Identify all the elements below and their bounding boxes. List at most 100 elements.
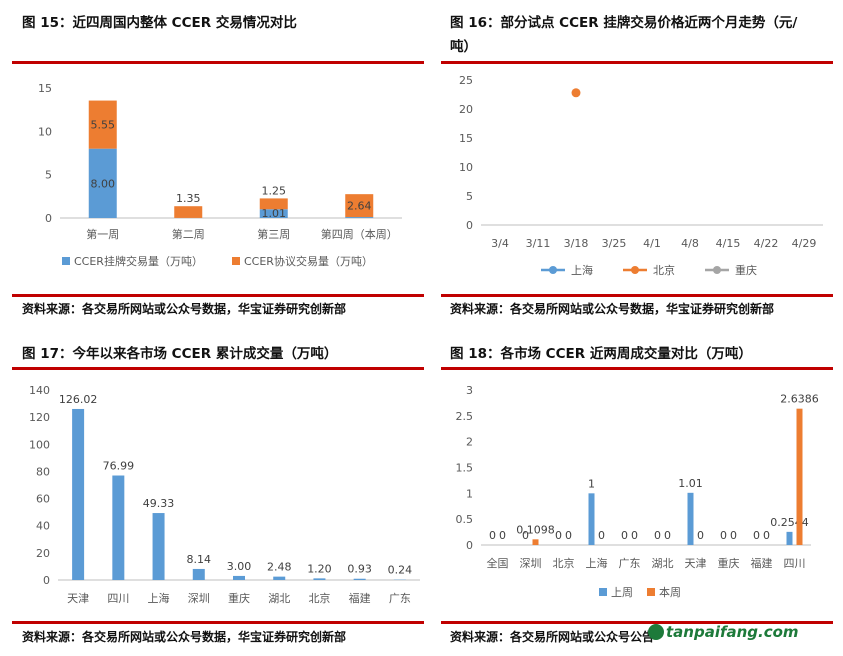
fig16-xtick-label: 4/8 [681,237,699,250]
fig18-category-label: 福建 [751,556,773,570]
fig17-ytick-label: 120 [29,411,50,424]
fig18-category-label: 深圳 [520,557,542,570]
fig16-xtick-label: 4/1 [643,237,661,250]
fig15-bar-agreement [345,194,374,218]
fig17-ytick-label: 20 [36,547,50,560]
fig18-category-label: 上海 [586,556,608,570]
fig15-ytick-label: 10 [38,125,52,138]
fig15-ytick-label: 15 [38,82,52,95]
fig18-data-label: 0 [720,529,727,542]
fig16-legend-marker-1 [631,266,639,274]
fig17-category-label: 天津 [67,592,89,605]
fig18-data-label: 2.6386 [780,393,819,406]
fig18-bottom-rule [441,621,833,624]
fig16-xtick-label: 4/22 [754,237,779,250]
fig17-category-label: 深圳 [188,592,210,605]
fig18-category-label: 湖北 [652,557,674,570]
fig16-legend-label: 上海 [571,263,593,277]
fig17-category-label: 湖北 [268,592,290,605]
fig18-data-label: 1 [588,477,595,490]
fig18-data-label: 0 [555,529,562,542]
fig17-data-label: 49.33 [143,497,175,510]
fig15-category-label: 第三周 [257,227,290,241]
fig17-chart: 0 20 40 60 80 100 120 140 126.02 天津 76.99 四川 49.33 上海… [29,384,420,605]
fig15-legend-label: CCER挂牌交易量（万吨） [74,254,203,268]
fig15-bar-agreement [259,198,288,210]
fig17-category-label: 北京 [308,591,330,605]
fig15-bar-listed [88,148,117,218]
fig18-ytick-label: 1 [466,487,473,500]
fig18-ytick-label: 2.5 [456,410,474,423]
fig15-bar-agreement [88,100,117,149]
fig18-source: 资料来源：各交易所网站或公众号公告 [450,630,655,644]
fig18-data-label: 0 [621,529,628,542]
fig15-data-label: 1.01 [262,207,287,220]
fig18-top-rule [441,367,833,370]
fig15-top-rule [12,61,424,64]
fig17-category-label: 广东 [389,592,411,605]
fig16-ytick-label: 10 [459,161,473,174]
fig18-ytick-label: 3 [466,384,473,397]
fig18-ytick-label: 2 [466,436,473,449]
fig17-ytick-label: 0 [43,574,50,587]
fig18-bar-this-week [532,539,539,545]
fig16-ytick-label: 15 [459,132,473,145]
fig17-ytick-label: 100 [29,438,50,451]
fig17-bar [152,513,165,580]
fig16-source: 资料来源：各交易所网站或公众号数据，华宝证券研究创新部 [450,302,775,316]
fig16-legend-marker-2 [713,266,721,274]
fig17-bar [192,568,205,580]
fig18-data-label: 0 [565,529,572,542]
fig18-category-label: 四川 [784,557,806,570]
fig17-category-label: 上海 [148,591,170,605]
watermark-text: tanpaifang.com [666,623,799,641]
fig17-bar [72,408,85,580]
fig16-xtick-label: 3/18 [564,237,589,250]
fig17-ytick-label: 140 [29,384,50,397]
fig15-title: 图 15：近四周国内整体 CCER 交易情况对比 [22,15,297,31]
fig17-data-label: 3.00 [227,560,252,573]
fig17-source: 资料来源：各交易所网站或公众号数据，华宝证券研究创新部 [22,630,347,644]
fig15-ytick-label: 0 [45,212,52,225]
fig18-title: 图 18：各市场 CCER 近两周成交量对比（万吨） [450,346,752,362]
fig17-ytick-label: 40 [36,520,50,533]
fig15-category-label: 第二周 [172,227,205,241]
fig17-data-label: 126.02 [59,393,98,406]
fig16-bottom-rule [441,294,833,297]
fig17-category-label: 重庆 [228,591,250,605]
fig17-data-label: 8.14 [187,553,212,566]
fig18-legend-swatch-1 [647,588,655,596]
fig18-category-label: 重庆 [718,556,740,570]
fig18-data-label: 0 [763,529,770,542]
fig16-ytick-label: 25 [459,74,473,87]
fig18-data-label: 0 [499,529,506,542]
watermark-logo-icon [648,624,664,640]
fig16-ytick-label: 0 [466,219,473,232]
fig18-category-label: 全国 [487,556,509,570]
fig16-title-line1: 图 16：部分试点 CCER 挂牌交易价格近两个月走势（元/ [450,15,798,31]
fig18-data-label: 0 [730,529,737,542]
fig17-bar [112,475,125,580]
fig15-legend-swatch-1 [232,257,240,265]
fig18-bar-last-week [687,492,694,545]
fig17-title: 图 17：今年以来各市场 CCER 累计成交量（万吨） [22,346,338,362]
fig17-bar [233,575,245,580]
fig15-legend-swatch-0 [62,257,70,265]
fig16-ytick-label: 20 [459,103,473,116]
fig16-xtick-label: 4/15 [716,237,741,250]
fig16-xtick-label: 3/11 [526,237,551,250]
fig18-data-label: 0 [489,529,496,542]
fig18-ytick-label: 1.5 [456,462,474,475]
fig18-data-label: 0 [654,529,661,542]
fig15-data-label: 1.25 [262,184,287,197]
fig16-chart: 0 5 10 15 20 25 3/4 3/11 3/18 3/25 4/1 4/8 4/15 4/22 4… [459,74,823,277]
panel-fig15: 图 15：近四周国内整体 CCER 交易情况对比 [22,12,424,320]
fig18-data-label: 0 [631,529,638,542]
fig17-bar [313,578,326,580]
fig16-ytick-label: 5 [466,190,473,203]
fig15-chart: 0510158.005.55第一周0.011.35第二周1.011.25第三周0… [38,82,402,268]
fig18-ytick-label: 0.5 [456,513,474,526]
fig15-ytick-label: 5 [45,169,52,182]
fig15-bar-agreement [174,206,203,218]
fig18-category-label: 广东 [619,557,641,570]
